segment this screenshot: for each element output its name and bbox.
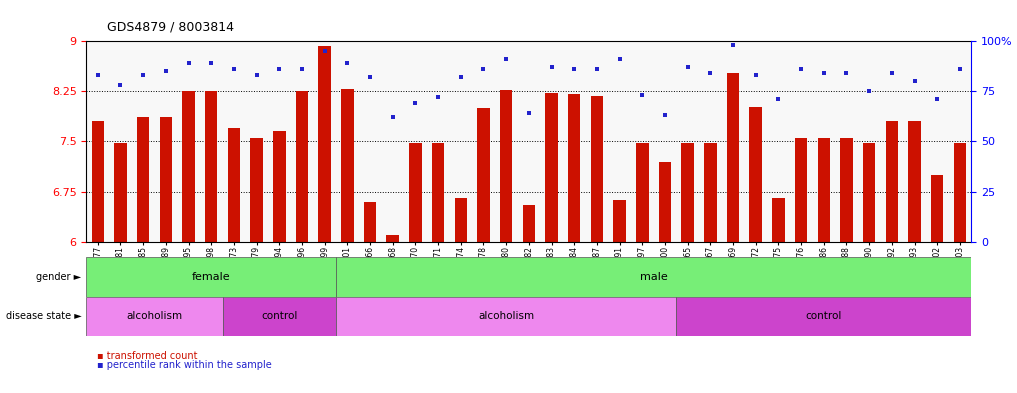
Bar [591,96,603,242]
Point [248,72,264,79]
Point [702,70,718,77]
Bar [86,297,223,336]
Point [272,66,288,72]
Point [89,72,106,79]
Bar [931,175,944,242]
Point [747,72,764,79]
Point [521,110,537,117]
Point [566,66,583,72]
Bar [908,121,920,242]
Point [384,114,401,121]
Bar [500,90,513,242]
Bar [704,143,717,242]
Point [498,56,515,62]
Bar [681,143,694,242]
Bar [840,138,852,242]
Text: ▪ percentile rank within the sample: ▪ percentile rank within the sample [97,360,272,371]
Text: female: female [192,272,231,282]
Bar [86,257,336,297]
Bar [772,198,785,242]
Point [770,96,786,103]
Bar [659,162,671,242]
Point [475,66,491,72]
Bar [477,108,490,242]
Bar [386,235,399,242]
Point [340,60,356,66]
Text: male: male [640,272,667,282]
Point [952,66,968,72]
Point [793,66,810,72]
Text: control: control [805,311,842,321]
Bar [636,143,649,242]
Point [838,70,854,77]
Bar [92,121,104,242]
Point [589,66,605,72]
Point [816,70,832,77]
Bar [341,89,354,242]
Bar [336,297,676,336]
Point [543,64,559,70]
Point [930,96,946,103]
Point [362,74,378,81]
Bar [182,92,195,242]
Point [112,82,128,88]
Bar [455,198,467,242]
Bar [205,92,218,242]
Bar [364,202,376,242]
Bar [818,138,830,242]
Text: GDS4879 / 8003814: GDS4879 / 8003814 [107,20,234,33]
Bar [727,73,739,242]
Bar [296,92,308,242]
Bar [336,257,971,297]
Bar [750,107,762,242]
Bar [250,138,262,242]
Text: control: control [261,311,297,321]
Point [135,72,152,79]
Bar [228,128,240,242]
Point [657,112,673,119]
Bar [318,46,331,242]
Bar [862,143,876,242]
Bar [613,200,625,242]
Bar [432,143,444,242]
Text: alcoholism: alcoholism [126,311,183,321]
Point [635,92,651,99]
Point [453,74,469,81]
Bar [676,297,971,336]
Bar [545,93,557,242]
Point [430,94,446,101]
Text: alcoholism: alcoholism [478,311,534,321]
Point [725,42,741,48]
Bar [409,143,422,242]
Bar [886,121,898,242]
Bar [795,138,807,242]
Bar [137,117,149,242]
Point [861,88,878,94]
Point [884,70,900,77]
Bar [223,297,336,336]
Point [180,60,196,66]
Bar [954,143,966,242]
Point [203,60,220,66]
Bar [567,94,581,242]
Bar [523,205,535,242]
Point [294,66,310,72]
Point [158,68,174,74]
Bar [114,143,127,242]
Text: gender ►: gender ► [37,272,81,282]
Point [611,56,627,62]
Point [679,64,696,70]
Bar [160,117,172,242]
Point [226,66,242,72]
Point [316,48,333,54]
Point [407,100,423,107]
Text: ▪ transformed count: ▪ transformed count [97,351,197,361]
Point [906,78,922,84]
Bar [273,131,286,242]
Text: disease state ►: disease state ► [6,311,81,321]
